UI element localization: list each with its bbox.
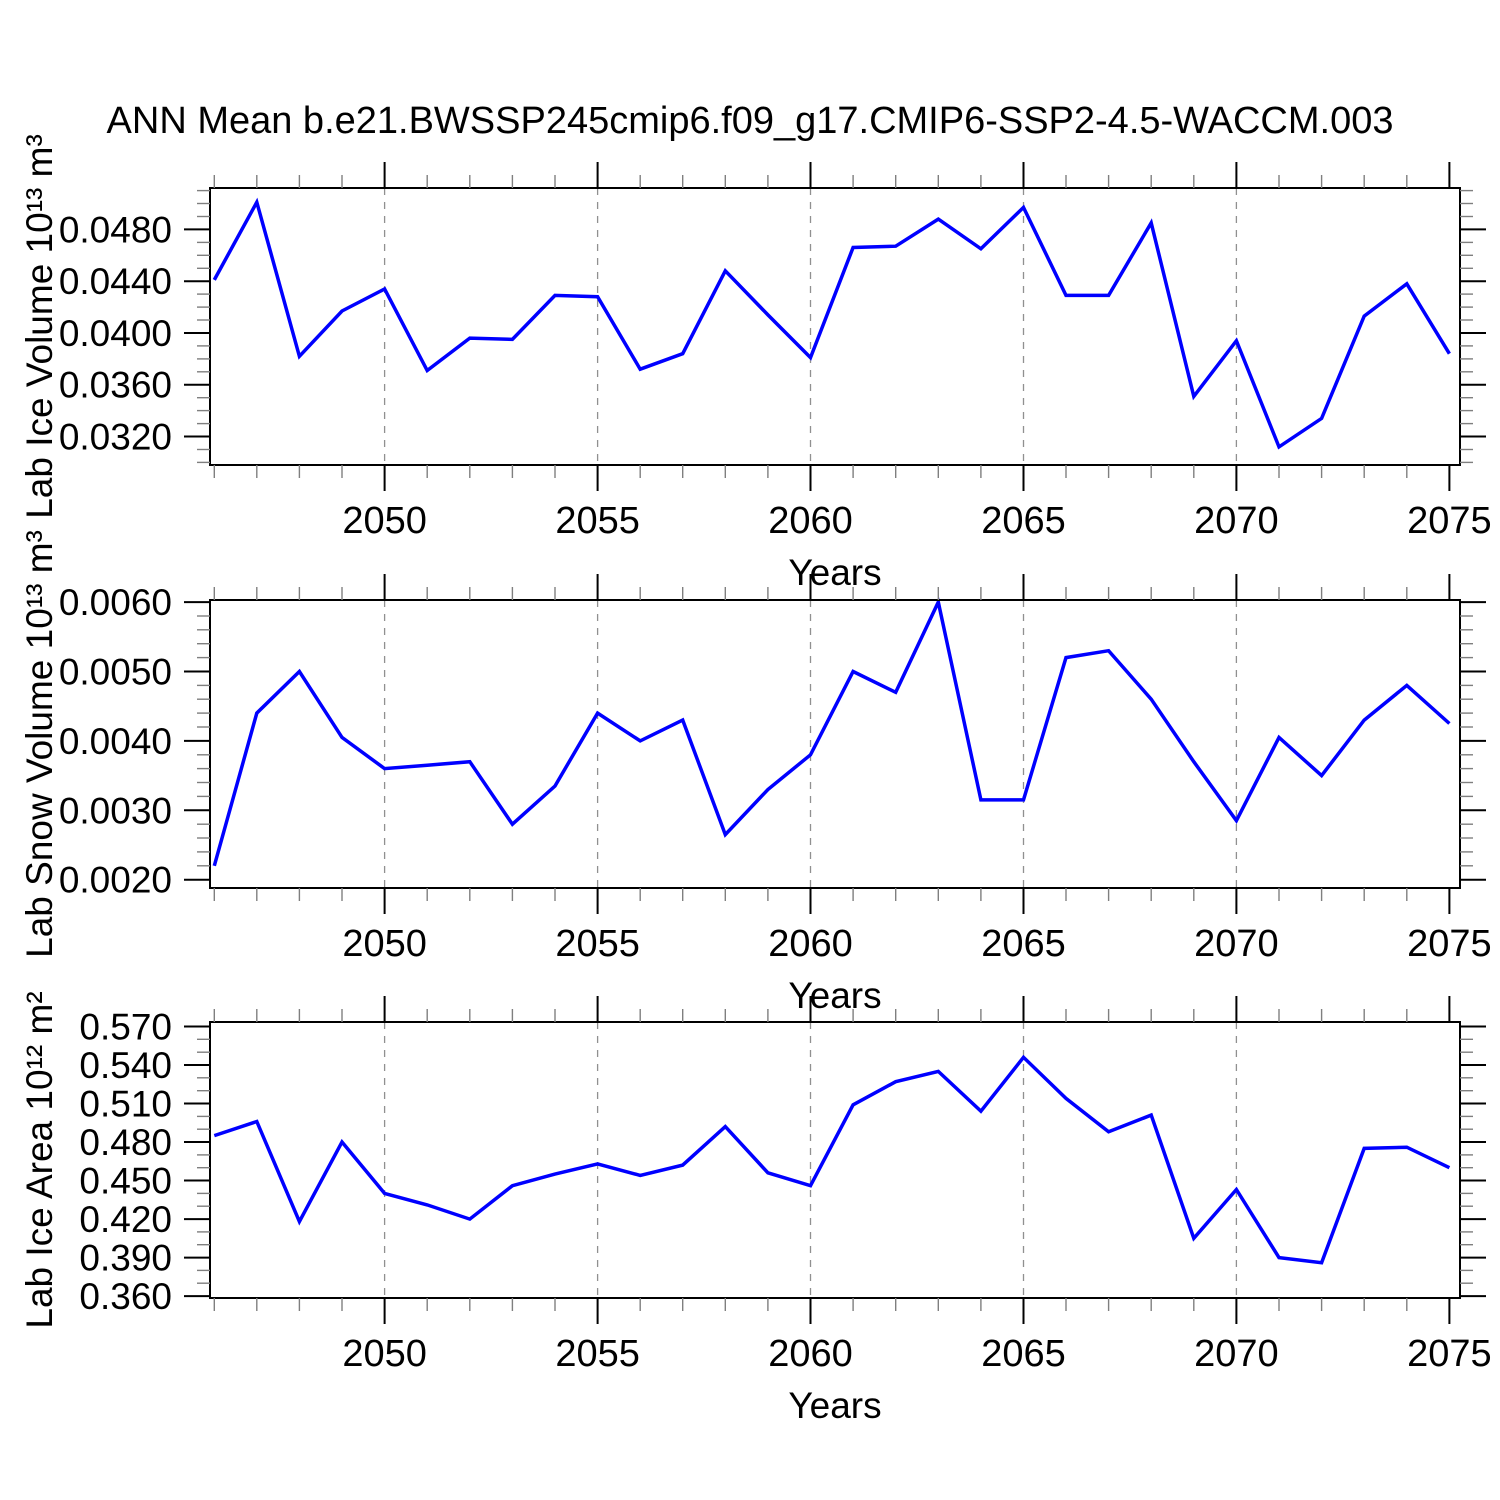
x-axis-title: Years	[788, 1385, 881, 1426]
y-tick-label: 0.390	[79, 1238, 172, 1279]
y-tick-label: 0.0030	[59, 790, 172, 831]
x-tick-label: 2065	[981, 1333, 1066, 1375]
x-tick-labels: 2050 2055 2060 2065 2070 2075	[342, 1333, 1491, 1375]
x-tick-label: 2060	[768, 923, 853, 965]
panel-lab-ice-area: 0.3600.3900.4200.4500.4800.5100.5400.570…	[19, 991, 1492, 1426]
y-tick-label: 0.420	[79, 1199, 172, 1240]
plot-frame	[209, 599, 1461, 889]
x-axis-title: Years	[788, 975, 881, 1016]
x-gridlines	[383, 600, 1238, 888]
x-tick-labels: 2050 2055 2060 2065 2070 2075	[342, 923, 1491, 965]
y-tick-label: 0.450	[79, 1160, 172, 1201]
y-tick-label: 0.510	[79, 1083, 172, 1124]
x-tick-label: 2050	[342, 500, 427, 542]
y-ticks: 0.0320 0.0360 0.0400 0.0440 0.0480	[59, 189, 1486, 464]
x-tick-label: 2070	[1194, 500, 1279, 542]
x-ticks	[213, 996, 1451, 1324]
x-tick-label: 2075	[1407, 923, 1492, 965]
y-tick-label: 0.0060	[59, 582, 172, 623]
y-axis-title: Lab Ice Area 10¹² m²	[19, 991, 60, 1328]
x-tick-label: 2065	[981, 500, 1066, 542]
x-tick-label: 2050	[342, 1333, 427, 1375]
y-tick-label: 0.0040	[59, 721, 172, 762]
x-tick-label: 2055	[555, 500, 640, 542]
x-axis-title: Years	[788, 552, 881, 593]
y-tick-label: 0.0440	[59, 261, 172, 302]
series-line-lab-ice-volume	[212, 197, 1451, 450]
y-tick-label: 0.540	[79, 1045, 172, 1086]
chart-title: ANN Mean b.e21.BWSSP245cmip6.f09_g17.CMI…	[107, 100, 1394, 142]
y-tick-label: 0.0400	[59, 313, 172, 354]
series-line-lab-ice-area	[213, 1054, 1451, 1265]
y-tick-label: 0.570	[79, 1006, 172, 1047]
y-tick-label: 0.0050	[59, 651, 172, 692]
x-tick-label: 2070	[1194, 1333, 1279, 1375]
y-tick-label: 0.480	[79, 1122, 172, 1163]
x-tick-label: 2065	[981, 923, 1066, 965]
y-tick-label: 0.0480	[59, 209, 172, 250]
x-tick-label: 2075	[1407, 500, 1492, 542]
x-tick-label: 2075	[1407, 1333, 1492, 1375]
x-tick-label: 2055	[555, 923, 640, 965]
y-ticks: 0.0020 0.0030 0.0040 0.0050 0.0060	[59, 582, 1486, 901]
x-tick-label: 2070	[1194, 923, 1279, 965]
x-tick-label: 2050	[342, 923, 427, 965]
plot-frame	[209, 187, 1461, 466]
y-tick-label: 0.0320	[59, 416, 172, 457]
x-gridlines	[383, 188, 1238, 465]
plot-frame	[209, 1021, 1461, 1299]
y-axis-title: Lab Ice Volume 10¹³ m³	[19, 134, 60, 519]
y-tick-label: 0.0020	[59, 860, 172, 901]
x-tick-label: 2055	[555, 1333, 640, 1375]
series-line-lab-snow-volume	[212, 596, 1451, 867]
x-ticks	[213, 574, 1451, 914]
x-tick-label: 2060	[768, 500, 853, 542]
x-tick-labels: 2050 2055 2060 2065 2070 2075	[342, 500, 1491, 542]
y-tick-label: 0.360	[79, 1276, 172, 1317]
x-ticks	[213, 162, 1451, 491]
x-tick-label: 2060	[768, 1333, 853, 1375]
y-tick-label: 0.0360	[59, 365, 172, 406]
y-axis-title: Lab Snow Volume 10¹³ m³	[19, 530, 60, 958]
x-gridlines	[383, 1022, 1238, 1298]
